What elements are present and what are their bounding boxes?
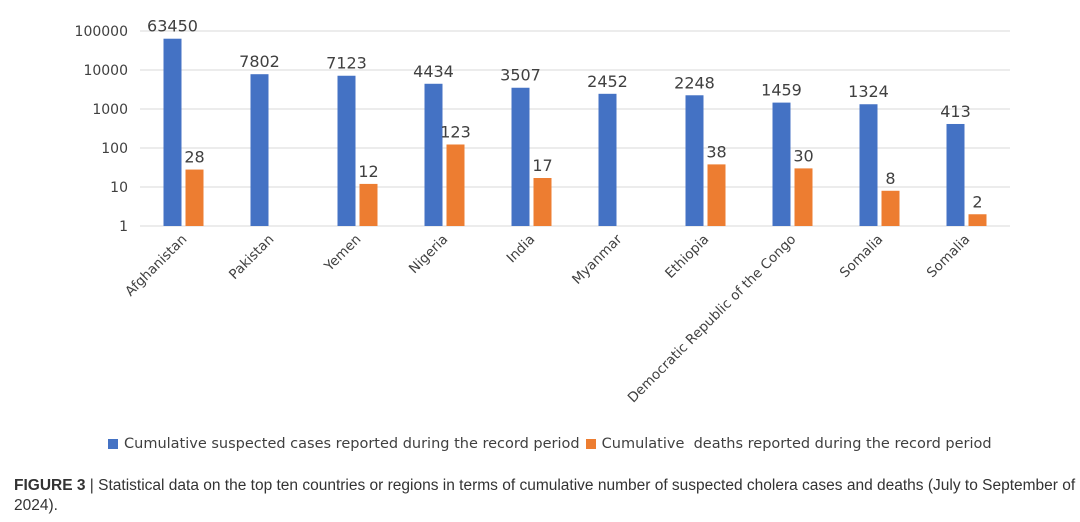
bar-cases-4 — [511, 87, 530, 227]
legend-swatch-cases — [108, 439, 118, 449]
label-cases-7: 1459 — [761, 81, 802, 100]
figure-label: FIGURE 3 — [14, 477, 86, 494]
bar-cases-6 — [685, 95, 704, 227]
bar-deaths-0 — [185, 169, 204, 226]
label-deaths-0: 28 — [184, 148, 204, 167]
label-cases-3: 4434 — [413, 62, 454, 81]
bar-cases-9 — [946, 123, 965, 226]
gridlines — [140, 30, 1010, 227]
label-cases-6: 2248 — [674, 73, 715, 92]
x-category-label: Somalia — [837, 232, 887, 282]
bar-cases-3 — [424, 83, 443, 227]
bar-cases-7 — [772, 102, 791, 226]
bar-deaths-6 — [707, 164, 726, 226]
bar-cases-2 — [337, 75, 356, 226]
label-cases-0: 63450 — [147, 17, 198, 36]
x-category-label: Somalia — [924, 232, 974, 282]
y-tick-label: 1000 — [92, 102, 128, 118]
bar-deaths-4 — [533, 178, 552, 226]
bar-deaths-7 — [794, 168, 813, 226]
bar-cases-5 — [598, 93, 617, 226]
bars — [163, 38, 987, 227]
bar-cases-8 — [859, 104, 878, 226]
x-category-label: Afghanistan — [122, 232, 190, 300]
caption-separator: | — [89, 477, 94, 494]
legend-label-deaths: Cumulative deaths reported during the re… — [601, 436, 992, 452]
x-category-label: Pakistan — [226, 232, 277, 283]
x-category-label: India — [504, 232, 539, 267]
y-tick-label: 1 — [119, 219, 128, 235]
label-deaths-7: 30 — [793, 146, 813, 165]
label-cases-5: 2452 — [587, 72, 628, 91]
y-axis-ticks: 100000 10000 1000 100 10 1 — [75, 24, 128, 235]
legend: Cumulative suspected cases reported duri… — [108, 436, 992, 452]
caption-text: Statistical data on the top ten countrie… — [14, 477, 1076, 514]
y-tick-label: 100 — [101, 141, 128, 157]
y-tick-label: 100000 — [75, 24, 128, 40]
figure-caption: FIGURE 3 | Statistical data on the top t… — [14, 476, 1080, 516]
x-category-label: Yemen — [321, 232, 365, 276]
x-axis-categories: Afghanistan Pakistan Yemen Nigeria India Myan… — [122, 231, 973, 406]
x-category-label: Nigeria — [406, 232, 451, 277]
label-deaths-9: 2 — [972, 192, 982, 211]
label-deaths-2: 12 — [358, 162, 378, 181]
bar-cases-0 — [163, 38, 182, 226]
bar-deaths-8 — [881, 190, 900, 226]
legend-label-cases: Cumulative suspected cases reported duri… — [124, 436, 580, 452]
label-cases-8: 1324 — [848, 82, 889, 101]
label-cases-9: 413 — [940, 102, 971, 121]
y-tick-label: 10000 — [83, 63, 128, 79]
x-category-label: Democratic Republic of the Congo — [625, 232, 800, 407]
label-cases-1: 7802 — [239, 52, 280, 71]
bar-deaths-9 — [968, 214, 987, 226]
legend-swatch-deaths — [585, 439, 596, 449]
label-deaths-8: 8 — [885, 169, 895, 188]
label-cases-4: 3507 — [500, 66, 541, 85]
bar-deaths-3 — [446, 144, 465, 226]
label-deaths-6: 38 — [706, 142, 726, 161]
label-deaths-4: 17 — [532, 156, 552, 175]
label-cases-2: 7123 — [326, 54, 367, 73]
bar-deaths-2 — [359, 183, 378, 226]
bar-cases-1 — [250, 74, 269, 226]
y-tick-label: 10 — [110, 180, 128, 196]
x-category-label: Myanmar — [569, 231, 625, 287]
label-deaths-3: 123 — [440, 122, 471, 141]
x-category-label: Ethiopia — [662, 232, 712, 282]
